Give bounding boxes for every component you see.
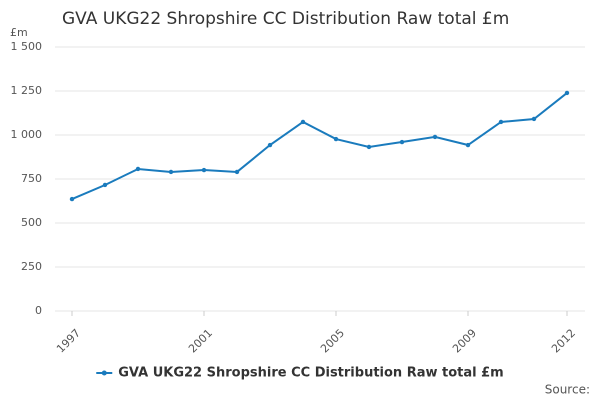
source: Source: <box>545 383 590 397</box>
y-tick-label: 500 <box>21 216 42 229</box>
point <box>333 136 339 142</box>
x-tick-label: 2009 <box>450 327 479 356</box>
point <box>201 167 207 173</box>
point <box>564 90 570 96</box>
point <box>399 139 405 145</box>
y-tick-label: 1 500 <box>11 40 43 53</box>
y-tick-label: 1 000 <box>11 128 43 141</box>
point <box>465 142 471 148</box>
x-tick-label: 1997 <box>54 327 83 356</box>
series-line <box>71 92 568 200</box>
y-tick-label: 250 <box>21 260 42 273</box>
point <box>234 169 240 175</box>
point <box>366 144 372 150</box>
y-tick-label: 1 250 <box>11 84 43 97</box>
point <box>531 116 537 122</box>
legend-label: GVA UKG22 Shropshire CC Distribution Raw… <box>118 366 503 381</box>
point <box>69 196 75 202</box>
x-tick-label: 2005 <box>318 327 347 356</box>
chart-title: GVA UKG22 Shropshire CC Distribution Raw… <box>62 9 509 29</box>
legend-dot <box>101 370 107 376</box>
point <box>498 119 504 125</box>
y-unit: £m <box>10 26 28 39</box>
x-tick-label: 2012 <box>549 327 578 356</box>
point <box>267 142 273 148</box>
point <box>135 166 141 172</box>
x-tick-label: 2001 <box>186 327 215 356</box>
y-tick-label: 0 <box>35 304 42 317</box>
point <box>168 169 174 175</box>
point <box>102 182 108 188</box>
point <box>432 134 438 140</box>
y-tick-label: 750 <box>21 172 42 185</box>
point <box>300 119 306 125</box>
